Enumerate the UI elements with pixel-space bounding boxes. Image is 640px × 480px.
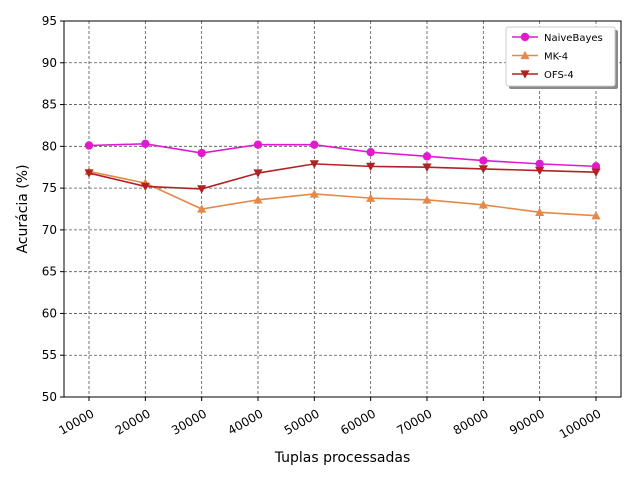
legend-marker — [520, 32, 530, 42]
y-tick-label: 75 — [42, 181, 57, 195]
data-point — [422, 195, 432, 204]
y-axis-title: Acurácia (%) — [15, 164, 31, 253]
legend-item-naivebayes: NaiveBayes — [512, 32, 603, 44]
data-point — [197, 148, 206, 158]
x-axis-title: Tuplas processadas — [274, 450, 411, 466]
data-point — [309, 189, 319, 198]
y-tick-label: 55 — [42, 348, 57, 362]
legend-label: MK-4 — [544, 52, 568, 63]
y-tick-label: 65 — [42, 265, 57, 279]
legend-label: OFS-4 — [544, 70, 574, 81]
data-point — [366, 193, 376, 202]
data-point — [197, 204, 207, 213]
legend-box — [505, 26, 616, 87]
legend: NaiveBayes MK-4 OFS-4 — [505, 26, 618, 89]
legend-item-mk-4: MK-4 — [512, 50, 568, 63]
plot-frame — [63, 20, 622, 398]
legend-marker — [520, 50, 530, 60]
data-point — [478, 165, 488, 174]
legend-label: NaiveBayes — [544, 33, 603, 44]
series-line — [88, 143, 597, 168]
data-point — [422, 163, 432, 172]
y-axis: 50 55 60 65 70 75 80 85 90 95 — [42, 14, 64, 404]
series-ofs-4 — [84, 160, 601, 194]
legend-marker — [520, 70, 530, 79]
data-point — [141, 139, 150, 149]
data-point — [366, 147, 375, 157]
series-naivebayes — [84, 139, 601, 171]
y-tick-label: 80 — [42, 139, 57, 153]
data-point — [253, 140, 263, 149]
data-point — [253, 195, 263, 204]
data-point — [591, 211, 601, 220]
data-point — [253, 169, 263, 178]
y-tick-label: 70 — [42, 223, 57, 237]
data-point — [478, 200, 488, 209]
data-point — [535, 159, 544, 169]
data-point — [140, 182, 150, 192]
data-point — [535, 207, 545, 217]
y-tick-label: 50 — [42, 390, 57, 404]
y-tick-label: 60 — [42, 306, 57, 320]
series-line — [88, 170, 597, 217]
y-tick-label: 85 — [42, 98, 57, 112]
data-point — [84, 169, 94, 178]
series-line — [88, 163, 597, 190]
data-point — [591, 168, 601, 177]
series-layer — [84, 139, 601, 220]
y-tick-label: 95 — [42, 14, 57, 28]
data-point — [84, 141, 94, 150]
y-tick-label: 90 — [42, 56, 57, 70]
data-point — [197, 185, 207, 194]
legend-item-ofs-4: OFS-4 — [512, 70, 574, 81]
data-point — [591, 162, 601, 171]
data-point — [535, 166, 545, 176]
data-point — [309, 160, 319, 169]
data-point — [479, 156, 488, 165]
data-point — [310, 140, 319, 149]
data-point — [422, 152, 432, 161]
data-point — [366, 162, 376, 171]
